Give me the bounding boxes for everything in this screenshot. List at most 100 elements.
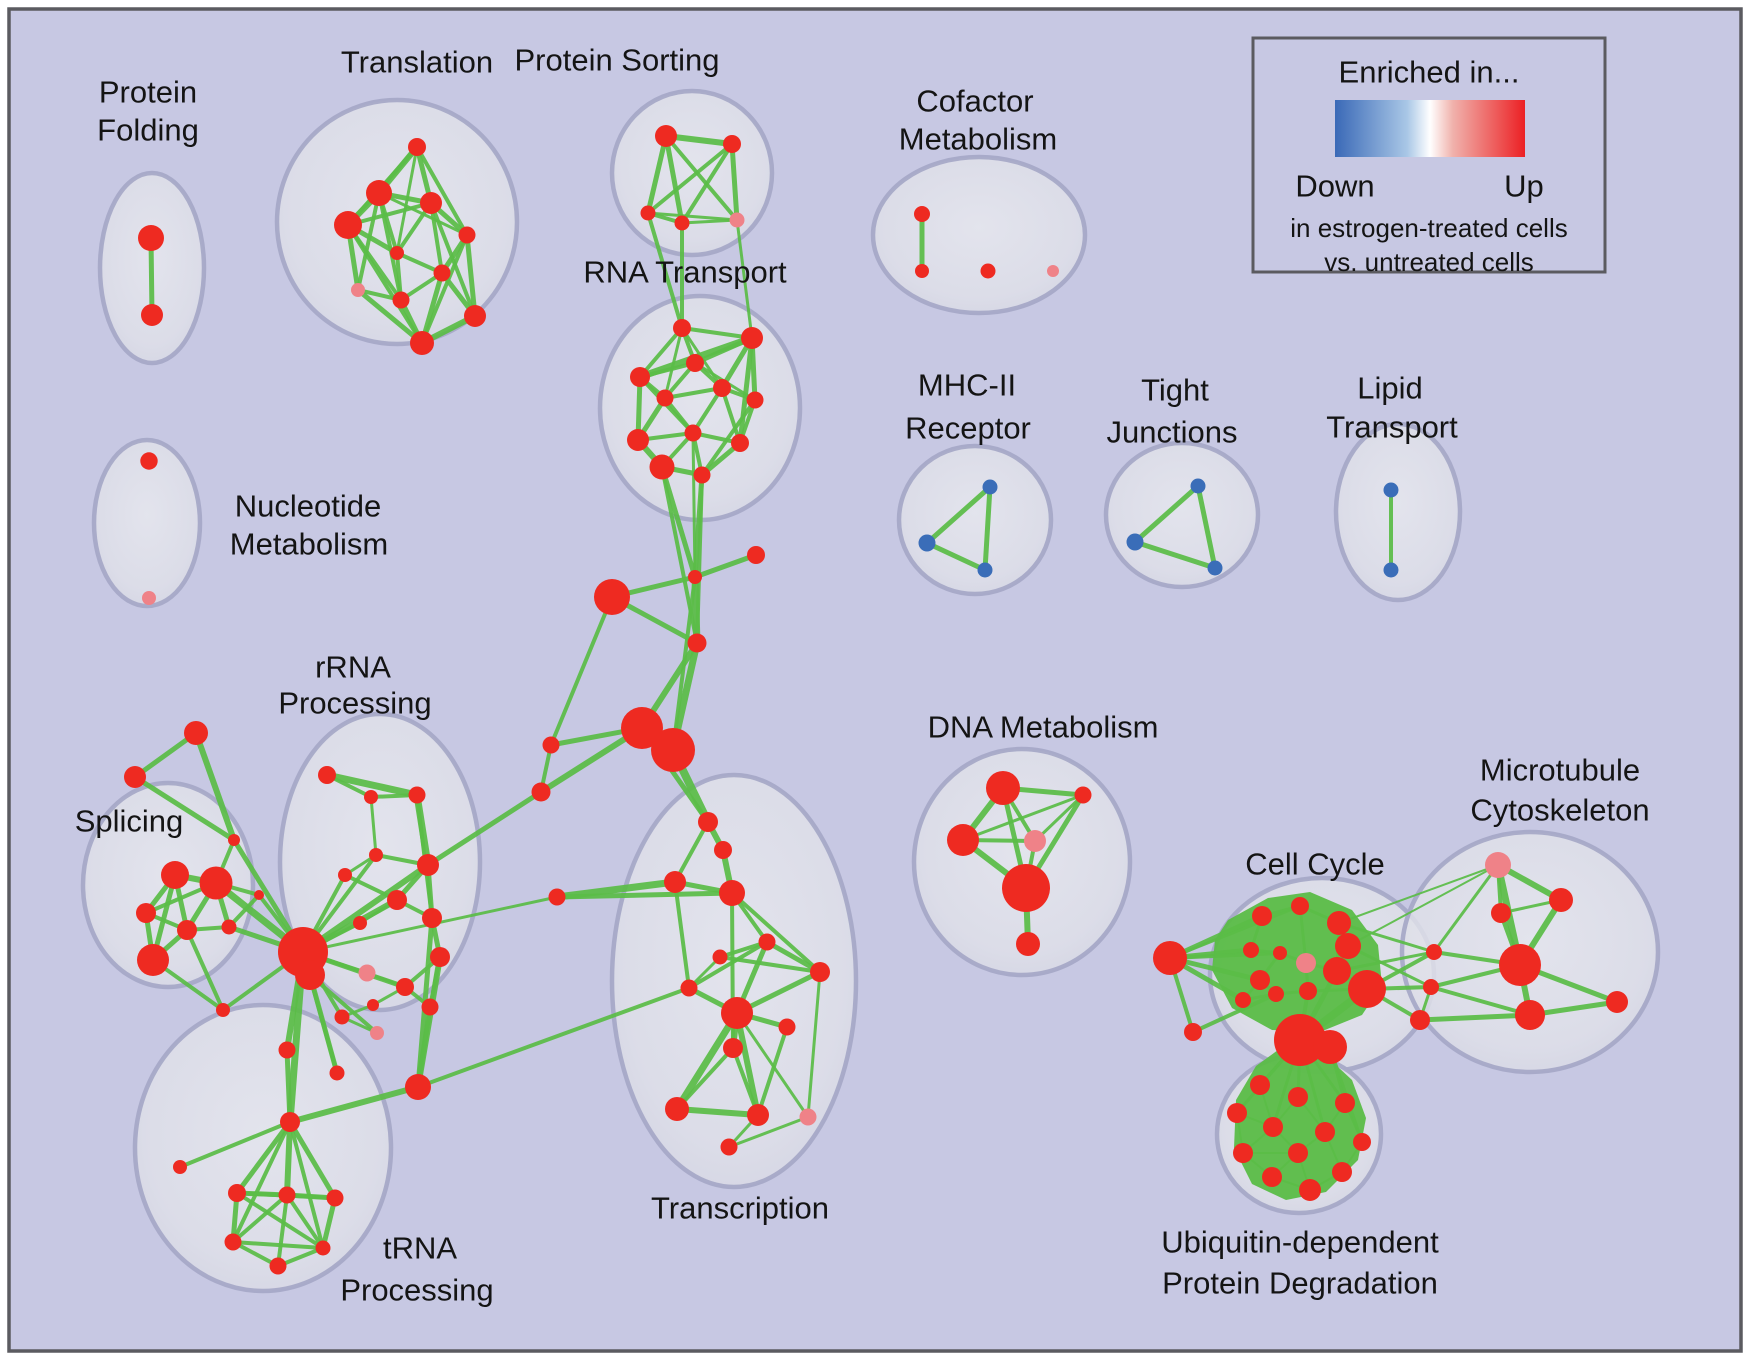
gene-set-node-CC10 [1268, 986, 1284, 1002]
gene-set-node-CM2 [915, 264, 929, 278]
edge-CC0-CC2 [1168, 904, 1302, 960]
edge-MT5-MT9 [1417, 1012, 1533, 1023]
gene-set-node-RRg [387, 890, 407, 910]
gene-set-node-RRo [278, 1041, 296, 1059]
gene-set-node-UB10 [1233, 1143, 1253, 1163]
gene-set-node-TN6 [269, 1257, 287, 1275]
gene-set-node-TR7 [712, 949, 728, 965]
cluster-label-trna-processing-line1: tRNA [383, 1231, 457, 1266]
cluster-label-tight-junctions-line2: Junctions [1107, 415, 1238, 450]
edge-TR4-TR5 [554, 890, 735, 900]
cluster-label-mhc-ii-receptor-line2: Receptor [905, 411, 1031, 446]
edge-MH1-MH3 [982, 484, 993, 573]
gene-set-node-RT6 [746, 391, 764, 409]
gene-set-node-RRk [367, 999, 379, 1011]
gene-set-node-RRn [329, 1065, 345, 1081]
edge-PS3-RT1 [646, 211, 684, 330]
gene-set-node-UB14 [1299, 1179, 1321, 1201]
gene-set-node-T9 [392, 291, 410, 309]
cluster-label-dna-metabolism-line1: DNA Metabolism [928, 710, 1159, 745]
gene-set-node-RRp1 [358, 964, 376, 982]
edge-RRb-RRd [369, 795, 378, 857]
gene-set-node-CC1 [1252, 906, 1272, 926]
gene-set-node-RRa [318, 766, 336, 784]
edge-CC7-MT8 [1346, 944, 1433, 989]
gene-set-node-CH3 [687, 633, 707, 653]
edge-PS4-PS5 [680, 218, 739, 225]
edge-TR13-TR14 [674, 1106, 761, 1118]
edge-PS1-PS2 [663, 133, 735, 147]
gene-set-node-CC0 [1153, 941, 1187, 975]
legend-subline-2: vs. untreated cells [1324, 247, 1534, 277]
gene-set-node-DM3 [947, 824, 979, 856]
gene-set-node-CC11 [1299, 982, 1317, 1000]
gene-set-node-MT4 [1499, 944, 1541, 986]
legend-up-label: Up [1504, 169, 1544, 204]
edge-PS1-PS4 [663, 133, 685, 226]
edge-T5-T10 [464, 232, 478, 319]
cluster-ellipse-lipid-transport [1333, 421, 1463, 603]
gene-set-node-UB9 [1353, 1133, 1371, 1151]
gene-set-node-CC12 [1348, 970, 1386, 1008]
cluster-ellipse-protein-sorting [609, 88, 775, 258]
gene-set-node-RT9 [627, 429, 649, 451]
gene-set-node-T10 [464, 305, 486, 327]
gene-set-node-TR13 [665, 1097, 689, 1121]
edge-RRm-TH [287, 1084, 421, 1125]
gene-set-node-RRd [369, 848, 383, 862]
edge-T8-T11 [355, 287, 425, 346]
gene-set-node-CH5 [531, 782, 551, 802]
edge-PS3-PS5 [646, 211, 739, 222]
edge-TR1-TR3 [673, 820, 710, 884]
cluster-ellipse-mhc-ii-receptor [896, 443, 1054, 597]
edge-TR6-TR8 [764, 939, 823, 975]
cluster-ellipse-translation [274, 97, 520, 347]
edge-TR3-TR9 [673, 880, 691, 990]
cluster-label-cell-cycle-line1: Cell Cycle [1245, 847, 1385, 882]
gene-set-node-PF2 [141, 304, 163, 326]
gene-set-node-CC4 [1243, 942, 1259, 958]
edge-ST1-ST3 [193, 730, 237, 843]
gene-set-node-TR11 [778, 1018, 796, 1036]
edge-TR10-TR13 [673, 1009, 741, 1113]
cluster-label-ubiquitin-degradation-line2: Protein Degradation [1162, 1266, 1438, 1301]
gene-set-node-CC8 [1250, 970, 1270, 990]
gene-set-node-UB11 [1288, 1143, 1308, 1163]
gene-set-node-UB5 [1335, 1093, 1355, 1113]
gene-set-node-PS5 [729, 212, 745, 228]
gene-set-node-MT9 [1410, 1010, 1430, 1030]
cluster-label-transcription-line1: Transcription [651, 1191, 829, 1226]
edge-CH5-RRf [425, 789, 544, 868]
cluster-ellipse-cofactor-metabolism [870, 154, 1088, 316]
gene-set-node-RRh [422, 908, 442, 928]
nodes-layer [124, 125, 1628, 1275]
gene-set-node-RRi [353, 916, 367, 930]
gene-set-node-CC5 [1273, 946, 1287, 960]
edge-TH-TN5 [288, 1120, 325, 1250]
edge-ST1-ST2 [132, 730, 199, 780]
edge-TN2-TN5 [285, 1193, 325, 1250]
gene-set-node-SP8 [216, 1003, 230, 1017]
gene-set-node-RRb [364, 790, 378, 804]
gene-set-node-MH3 [977, 562, 993, 578]
gene-set-node-CC2 [1291, 897, 1309, 915]
gene-set-node-UB4 [1288, 1087, 1308, 1107]
edge-TJ2-TJ3 [1132, 539, 1218, 571]
edge-CH4-CH0 [549, 595, 614, 747]
gene-set-node-RRp2 [370, 1026, 384, 1040]
gene-set-node-DM4 [1024, 830, 1046, 852]
gene-set-node-NM1 [140, 452, 158, 470]
edge-RT1-RT4 [638, 326, 684, 379]
gene-set-node-T11 [410, 331, 434, 355]
edge-TR8-TR15 [806, 970, 822, 1119]
gene-set-node-MT8 [1423, 979, 1439, 995]
gene-set-node-CH4 [542, 736, 560, 754]
cluster-label-microtubule-cytoskeleton-line1: Microtubule [1480, 753, 1640, 788]
gene-set-node-MT6 [1606, 991, 1628, 1013]
cluster-label-protein-folding-line1: Protein [99, 75, 197, 110]
gene-set-node-CM4 [1047, 265, 1059, 277]
gene-set-node-DM6 [1016, 932, 1040, 956]
gene-set-node-TJ2 [1126, 533, 1144, 551]
gene-set-node-TR8 [810, 962, 830, 982]
gene-set-node-MT1 [1485, 852, 1511, 878]
